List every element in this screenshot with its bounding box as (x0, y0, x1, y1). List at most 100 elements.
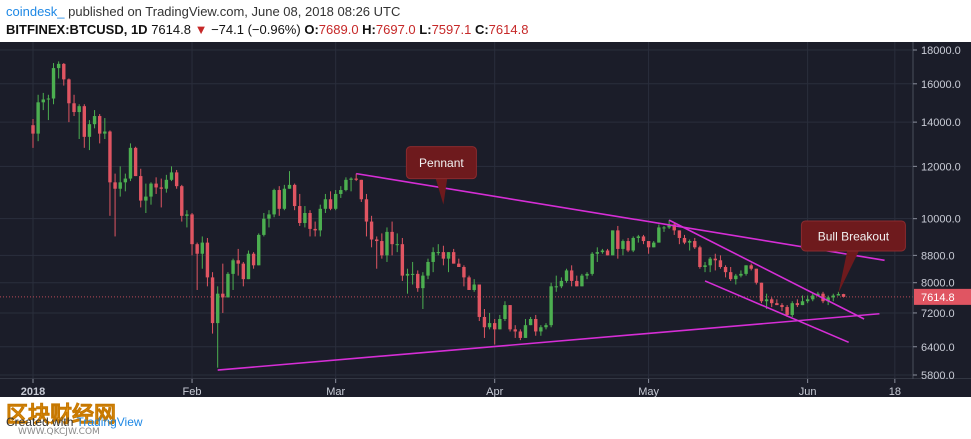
candle-body (652, 242, 656, 248)
tradingview-link[interactable]: TradingView (76, 415, 143, 429)
candle-body (482, 316, 487, 328)
candle-body (298, 206, 302, 224)
trendline-flag-upper (668, 219, 865, 320)
candle-body (251, 253, 256, 266)
candle-body (549, 286, 553, 326)
chart-footer: 区块财经网 WWW.QKCJW.COM Created with Trading… (0, 398, 971, 439)
candle-body (426, 261, 430, 276)
candle-body (231, 260, 235, 274)
candle-body (626, 241, 630, 251)
candle-body (31, 125, 35, 134)
candle-body (528, 318, 533, 326)
last-price-tag-bg (914, 288, 971, 305)
trendline-pennant-lower (217, 312, 880, 371)
candle-body (764, 299, 769, 302)
created-with: Created with TradingView (6, 415, 143, 429)
price-chart-svg[interactable]: Pennant Bull Breakout 18000.0 16000.0 14000… (0, 42, 971, 397)
candle-body (287, 184, 292, 189)
candle-body (708, 258, 712, 266)
candle-body (436, 252, 440, 254)
candle-body (600, 250, 605, 253)
candle-body (82, 106, 86, 137)
candle-body (87, 124, 92, 137)
candle-body (174, 172, 179, 187)
x-tick-label: Mar (326, 386, 345, 397)
candle-body (257, 234, 261, 266)
candle-body (262, 218, 266, 235)
candle-body (267, 214, 271, 219)
callout-label: Bull Breakout (818, 229, 890, 243)
candle-body (149, 183, 153, 197)
candle-body (236, 260, 240, 264)
candle-body (205, 242, 210, 278)
x-tick-label: 2018 (21, 386, 45, 397)
candle-body (826, 297, 830, 302)
open-label: O: (304, 22, 319, 37)
candle-body (385, 231, 389, 256)
x-axis-panel[interactable] (0, 379, 971, 397)
candle-body (364, 199, 369, 222)
author-link[interactable]: coindesk_ (6, 4, 65, 19)
candle-body (195, 244, 199, 254)
candle-body (498, 318, 502, 330)
candle-body (323, 199, 328, 209)
candle-body (92, 116, 97, 125)
candle-body (734, 275, 738, 280)
candle-body (657, 227, 661, 243)
candle-body (405, 273, 410, 276)
candle-body (667, 224, 671, 228)
candle-body (446, 252, 451, 259)
close-value: 7614.8 (488, 22, 529, 37)
candle-body (534, 318, 538, 332)
candle-body (744, 265, 748, 274)
candle-body (590, 253, 594, 274)
created-with-text: Created with (6, 415, 74, 429)
change-value: −74.1 (−0.96%) (211, 22, 301, 37)
candle-body (636, 236, 641, 238)
candle-body (544, 325, 548, 328)
candle-body (513, 329, 517, 332)
candle-body (416, 273, 420, 289)
candle-body (282, 188, 287, 209)
candle-body (133, 147, 138, 177)
candle-body (580, 275, 584, 287)
y-axis-panel[interactable] (913, 42, 971, 379)
publish-line: coindesk_ published on TradingView.com, … (6, 4, 400, 19)
candle-body (375, 239, 379, 242)
candle-body (564, 270, 569, 281)
symbol-label: BITFINEX:BTCUSD, 1D (6, 22, 148, 37)
candle-body (328, 199, 333, 209)
candle-body (790, 303, 794, 315)
candle-body (693, 241, 697, 248)
candle-body (559, 280, 564, 287)
candle-body (703, 265, 707, 268)
candle-body (749, 265, 753, 269)
candle-body (246, 253, 251, 280)
candle-body (400, 244, 405, 276)
candle-body (333, 193, 338, 209)
low-label: L: (419, 22, 432, 37)
candle-body (395, 244, 399, 246)
candle-body (646, 241, 651, 248)
candle-body (349, 178, 353, 180)
y-tick-label: 10000.0 (921, 214, 961, 226)
candle-body (97, 116, 102, 134)
candle-body (164, 179, 169, 189)
candle-body (215, 293, 220, 324)
candle-body (354, 178, 358, 180)
price-chart[interactable]: Pennant Bull Breakout 18000.0 16000.0 14000… (0, 42, 971, 397)
x-tick-label: Jun (799, 386, 817, 397)
candle-body (369, 221, 374, 240)
candle-body (487, 323, 492, 328)
candle-body (682, 237, 687, 243)
candle-body (380, 241, 384, 256)
candle-body (662, 227, 666, 229)
candle-body (41, 99, 45, 103)
candle-body (616, 230, 620, 249)
candle-body (672, 224, 676, 231)
candle-body (595, 252, 599, 254)
callout-bull-breakout: Bull Breakout (800, 220, 906, 293)
candle-body (169, 172, 174, 180)
published-text: published on TradingView.com, June 08, 2… (68, 4, 401, 19)
candle-body (113, 182, 117, 189)
